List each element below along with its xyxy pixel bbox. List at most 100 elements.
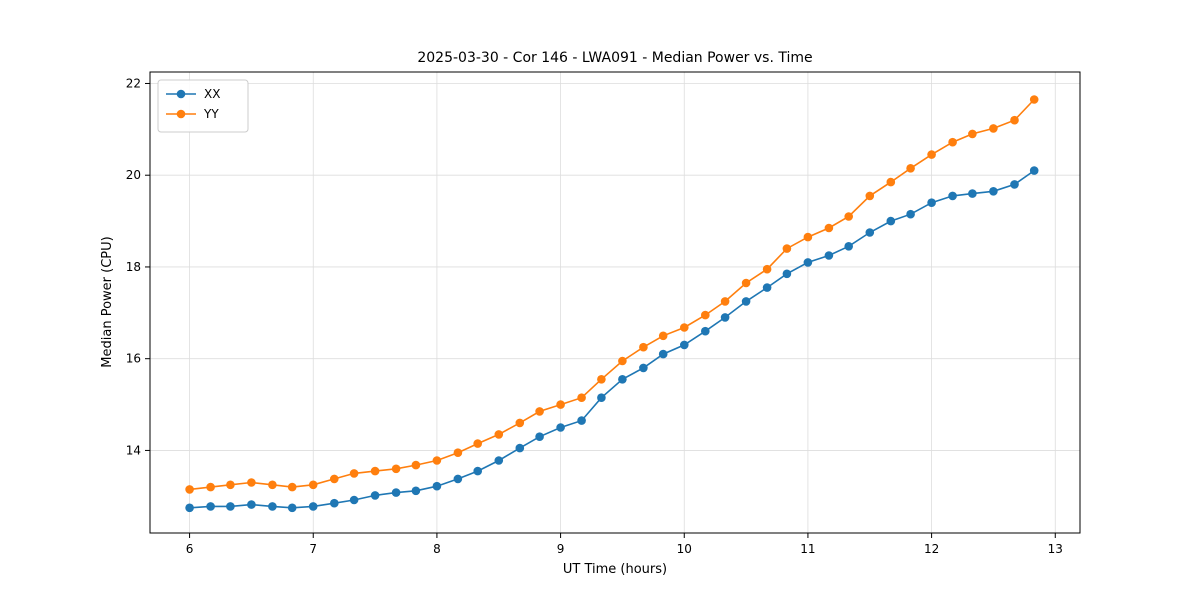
data-point-xx (535, 432, 544, 442)
data-point-yy (865, 191, 875, 201)
data-point-xx (968, 189, 977, 198)
data-point-yy (618, 356, 627, 366)
data-point-yy (535, 407, 544, 416)
data-point-xx (844, 242, 853, 251)
x-tick-label: 11 (800, 542, 815, 556)
data-point-xx (803, 258, 813, 267)
data-point-xx (330, 498, 339, 508)
x-axis-label: UT Time (hours) (563, 562, 667, 577)
x-tick-label: 10 (677, 542, 692, 556)
data-point-xx (762, 283, 772, 292)
data-point-xx (349, 495, 359, 505)
y-axis-label: Median Power (CPU) (100, 236, 115, 367)
legend-label: YY (203, 107, 219, 121)
data-point-xx (680, 340, 689, 350)
data-point-xx (618, 375, 627, 384)
data-point-yy (206, 482, 215, 492)
data-point-xx (185, 503, 194, 513)
data-point-xx (886, 216, 896, 226)
data-point-yy (968, 129, 977, 139)
series-line-xx (189, 169, 1035, 509)
data-point-yy (308, 480, 318, 490)
data-point-xx (1029, 166, 1039, 175)
data-point-xx (391, 488, 401, 497)
data-point-yy (411, 460, 421, 470)
chart-title: 2025-03-30 - Cor 146 - LWA091 - Median P… (417, 50, 812, 66)
grid-layer (150, 72, 1080, 533)
data-point-xx (432, 481, 442, 491)
x-tick-label: 6 (186, 542, 194, 556)
data-point-xx (206, 502, 215, 511)
data-point-xx (639, 363, 648, 373)
data-point-yy (330, 474, 339, 484)
data-point-yy (1010, 115, 1019, 125)
data-point-xx (597, 393, 606, 403)
x-tick-label: 12 (924, 542, 939, 556)
data-point-yy (473, 439, 483, 448)
data-point-xx (741, 297, 751, 306)
data-point-xx (782, 269, 792, 279)
data-point-xx (268, 502, 277, 511)
data-point-xx (515, 443, 525, 453)
axes-border (149, 71, 1081, 534)
data-point-yy (597, 375, 606, 384)
y-tick-label: 22 (126, 76, 141, 90)
data-point-xx (411, 486, 421, 496)
legend-marker (176, 109, 186, 119)
data-point-yy (226, 480, 235, 490)
data-point-yy (680, 323, 689, 332)
data-point-xx (658, 349, 668, 359)
data-point-yy (658, 331, 668, 341)
data-point-yy (762, 264, 772, 274)
data-point-yy (432, 456, 442, 465)
tick-layer: 6 7 8 9 10 11 12 13 14 16 18 20 22 (126, 76, 1063, 556)
x-tick-label: 8 (433, 542, 441, 556)
data-point-yy (741, 278, 751, 288)
data-point-yy (824, 223, 834, 233)
data-point-yy (453, 448, 463, 458)
data-point-xx (927, 198, 936, 207)
data-point-xx (824, 251, 834, 260)
y-tick-label: 14 (126, 443, 141, 457)
data-point-xx (720, 313, 730, 322)
data-point-xx (370, 491, 380, 500)
data-point-yy (1029, 95, 1039, 104)
x-tick-label: 9 (557, 542, 565, 556)
data-point-xx (494, 456, 504, 465)
data-point-xx (577, 416, 586, 425)
legend: XX YY (157, 79, 249, 133)
series-line-yy (189, 98, 1035, 491)
data-point-xx (1010, 180, 1019, 189)
data-point-xx (308, 502, 318, 511)
y-tick-label: 20 (126, 168, 141, 182)
data-point-yy (349, 469, 359, 478)
data-point-xx (989, 187, 998, 196)
data-point-xx (247, 500, 256, 509)
data-point-xx (473, 466, 483, 476)
data-point-xx (906, 209, 915, 219)
data-point-xx (865, 228, 875, 237)
data-point-yy (782, 244, 792, 253)
data-point-yy (556, 400, 565, 409)
data-point-xx (453, 474, 463, 484)
data-point-xx (948, 191, 957, 201)
data-point-yy (906, 164, 915, 173)
data-point-yy (287, 482, 297, 492)
data-point-yy (886, 177, 896, 187)
legend-marker (176, 89, 186, 99)
data-point-yy (370, 466, 380, 476)
data-point-yy (927, 150, 936, 159)
data-point-xx (287, 503, 297, 513)
data-point-yy (639, 342, 648, 352)
data-point-yy (701, 310, 710, 320)
x-tick-label: 7 (309, 542, 317, 556)
data-point-yy (185, 485, 194, 494)
data-point-yy (494, 430, 504, 439)
legend-box (157, 79, 249, 133)
data-point-yy (515, 418, 525, 428)
data-point-yy (577, 393, 586, 403)
legend-label: XX (204, 87, 220, 101)
x-tick-label: 13 (1048, 542, 1063, 556)
